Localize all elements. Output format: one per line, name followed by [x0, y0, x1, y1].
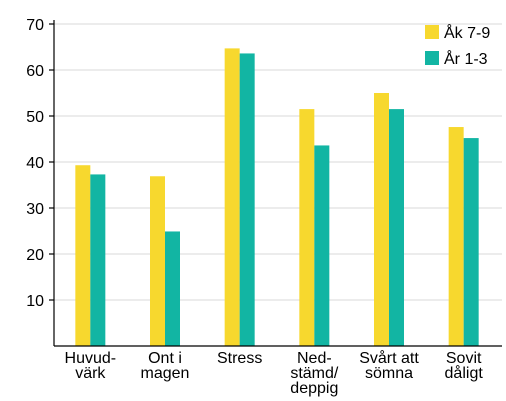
x-tick-label: Sovit dåligt [445, 350, 484, 382]
bar [150, 176, 165, 346]
bar [299, 109, 315, 346]
bar [165, 231, 180, 346]
x-tick-label: Svårt att sömna [359, 349, 419, 382]
bar [224, 48, 240, 346]
bar [448, 127, 464, 346]
bar [239, 53, 255, 346]
x-tick-label: Ned-stämd/deppig [290, 350, 339, 397]
legend-swatch-series-1 [425, 25, 439, 39]
y-tick-label: 60 [26, 63, 44, 80]
y-tick-label: 40 [26, 155, 44, 172]
legend: Åk 7-9 År 1-3 [425, 23, 490, 68]
axes [53, 20, 502, 347]
bar [75, 165, 91, 346]
gridlines [49, 23, 502, 301]
x-tick-label: Ont i magen [141, 350, 190, 382]
y-tick-labels: 10 20 30 40 50 60 70 [26, 17, 44, 310]
x-tick-label: Stress [217, 350, 262, 367]
bar [374, 93, 389, 346]
x-tick-label: Huvud-värk [65, 350, 117, 382]
bar [314, 145, 330, 346]
bars [75, 48, 479, 346]
y-tick-label: 30 [26, 201, 44, 218]
y-tick-label: 70 [26, 17, 44, 34]
y-tick-label: 20 [26, 247, 44, 264]
legend-swatch-series-2 [425, 51, 439, 65]
bar [389, 109, 404, 346]
legend-label-series-2: År 1-3 [444, 49, 488, 68]
y-tick-label: 10 [26, 293, 44, 310]
bar [90, 174, 106, 346]
y-tick-label: 50 [26, 109, 44, 126]
legend-label-series-1: Åk 7-9 [444, 23, 490, 42]
x-tick-labels: Huvud-värk Ont i magen Stress Ned-stämd/depp… [65, 349, 484, 397]
bar [463, 138, 479, 346]
